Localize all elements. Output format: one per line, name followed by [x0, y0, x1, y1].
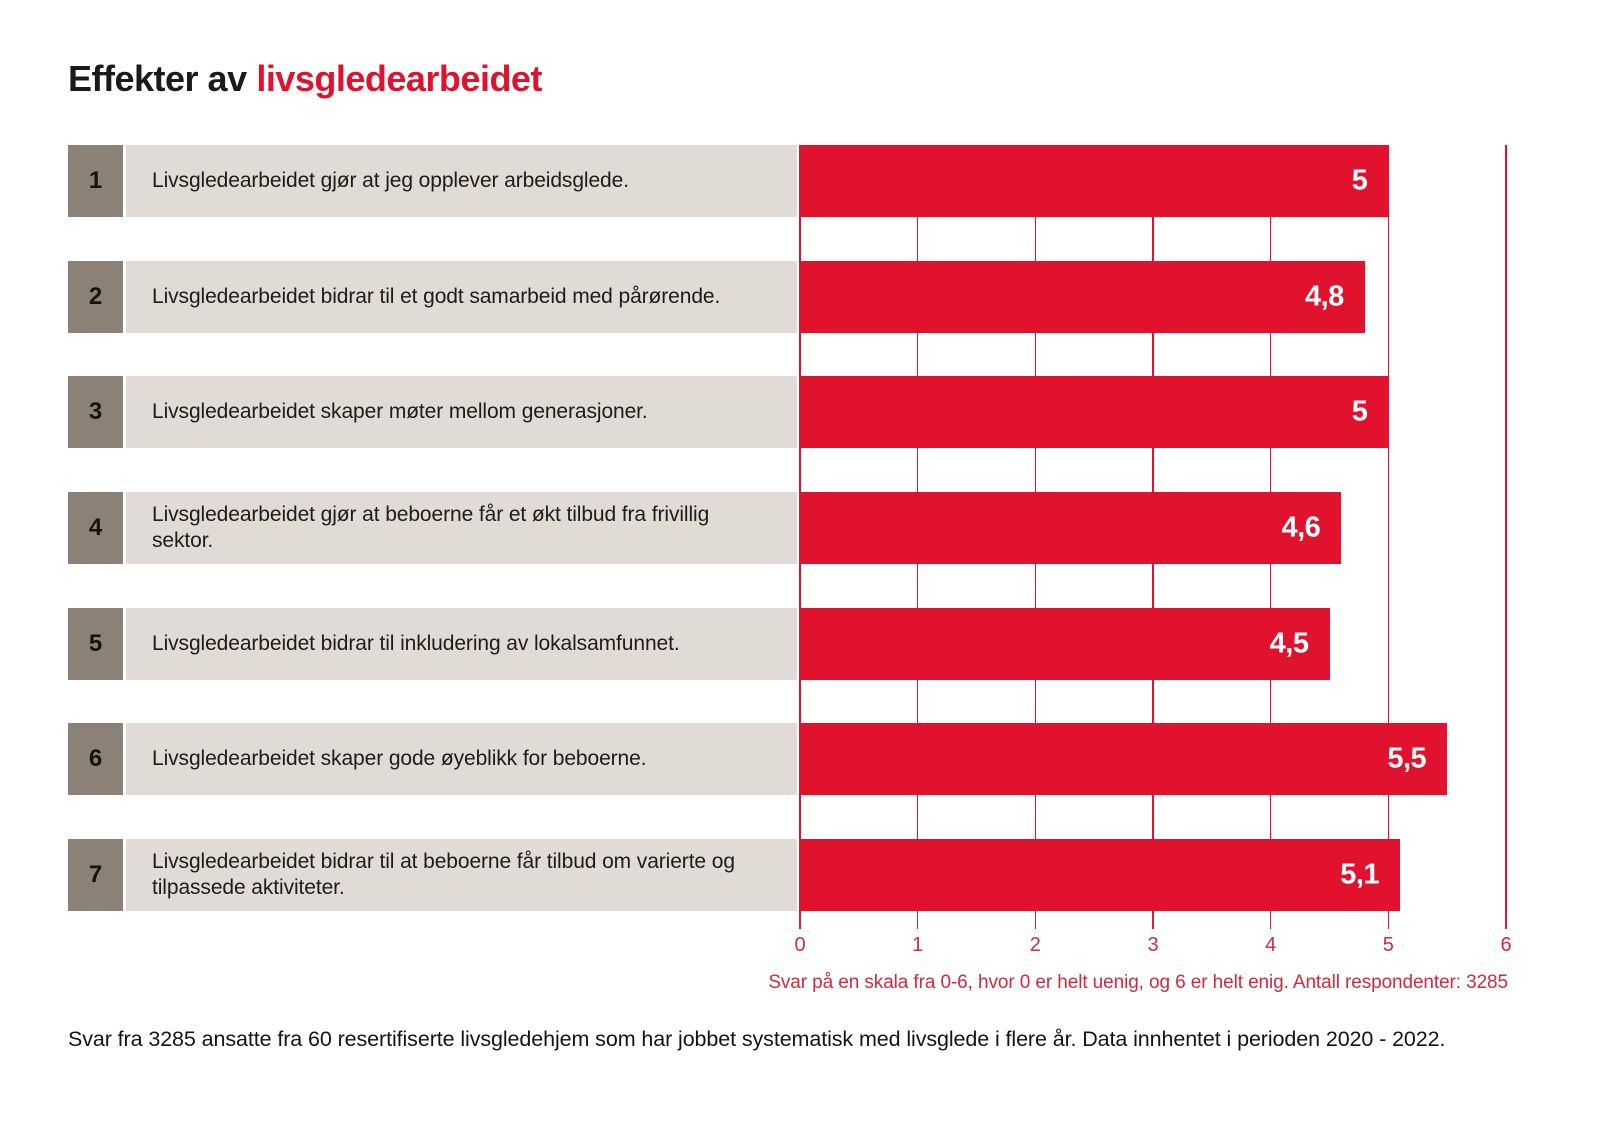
axis-tick-label: 0 [794, 934, 806, 956]
axis-tick-label: 6 [1500, 934, 1512, 956]
chart-row: 6 Livsgledearbeidet skaper gode øyeblikk… [68, 723, 1448, 796]
chart-row: 4 Livsgledearbeidet gjør at beboerne får… [68, 492, 1342, 564]
axis-tick [1152, 913, 1154, 929]
row-label: Livsgledearbeidet bidrar til et godt sam… [126, 260, 797, 333]
axis-tick [799, 913, 801, 929]
bar: 4,6 [800, 492, 1342, 564]
bar: 5 [800, 376, 1389, 449]
row-label: Livsgledearbeidet bidrar til inkludering… [126, 607, 797, 680]
row-number-badge: 5 [68, 607, 123, 680]
bar-value: 5 [1351, 164, 1368, 197]
gridline [1505, 145, 1507, 913]
axis-tick [916, 913, 919, 929]
row-number-badge: 1 [68, 145, 123, 217]
bar: 5,5 [800, 723, 1448, 796]
gridline [1387, 145, 1390, 913]
chart-row: 5 Livsgledearbeidet bidrar til inkluderi… [68, 607, 1330, 680]
row-number-badge: 7 [68, 839, 123, 912]
bar: 4,5 [800, 607, 1330, 680]
axis-tick [1387, 913, 1390, 929]
bar-value: 4,8 [1304, 280, 1344, 313]
row-number-badge: 4 [68, 492, 123, 564]
bar-value: 4,6 [1281, 511, 1321, 544]
axis-tick-label: 5 [1382, 934, 1394, 956]
bar-value: 5,5 [1387, 742, 1427, 775]
row-label: Livsgledearbeidet skaper gode øyeblikk f… [126, 723, 797, 796]
axis-tick-label: 2 [1029, 934, 1041, 956]
row-number-badge: 3 [68, 376, 123, 449]
row-label: Livsgledearbeidet gjør at beboerne får e… [126, 492, 797, 564]
chart-row: 2 Livsgledearbeidet bidrar til et godt s… [68, 260, 1365, 333]
bar: 4,8 [800, 260, 1365, 333]
chart-row: 7 Livsgledearbeidet bidrar til at beboer… [68, 839, 1401, 912]
row-number-badge: 2 [68, 260, 123, 333]
row-label: Livsgledearbeidet gjør at jeg opplever a… [126, 145, 797, 217]
axis-tick-label: 1 [912, 934, 924, 956]
row-label: Livsgledearbeidet skaper møter mellom ge… [126, 376, 797, 449]
chart-row: 1 Livsgledearbeidet gjør at jeg opplever… [68, 145, 1389, 217]
axis-tick [1505, 913, 1507, 929]
axis-footnote: Svar på en skala fra 0-6, hvor 0 er helt… [768, 972, 1508, 993]
bar: 5 [800, 145, 1389, 217]
bar-value: 5,1 [1340, 858, 1380, 891]
axis-tick-label: 3 [1147, 934, 1159, 956]
bar-value: 5 [1351, 395, 1368, 428]
row-label: Livsgledearbeidet bidrar til at beboerne… [126, 839, 797, 912]
source-caption: Svar fra 3285 ansatte fra 60 resertifise… [68, 1027, 1446, 1051]
bar-value: 4,5 [1269, 627, 1309, 660]
chart-row: 3 Livsgledearbeidet skaper møter mellom … [68, 376, 1389, 449]
bar: 5,1 [800, 839, 1401, 912]
title-highlight: livsgledearbeidet [256, 58, 542, 99]
axis-tick-label: 4 [1265, 934, 1277, 956]
axis-tick [1269, 913, 1272, 929]
title-prefix: Effekter av [68, 58, 247, 99]
axis-tick [1034, 913, 1037, 929]
page-title: Effekter av livsgledearbeidet [68, 58, 542, 100]
row-number-badge: 6 [68, 723, 123, 796]
